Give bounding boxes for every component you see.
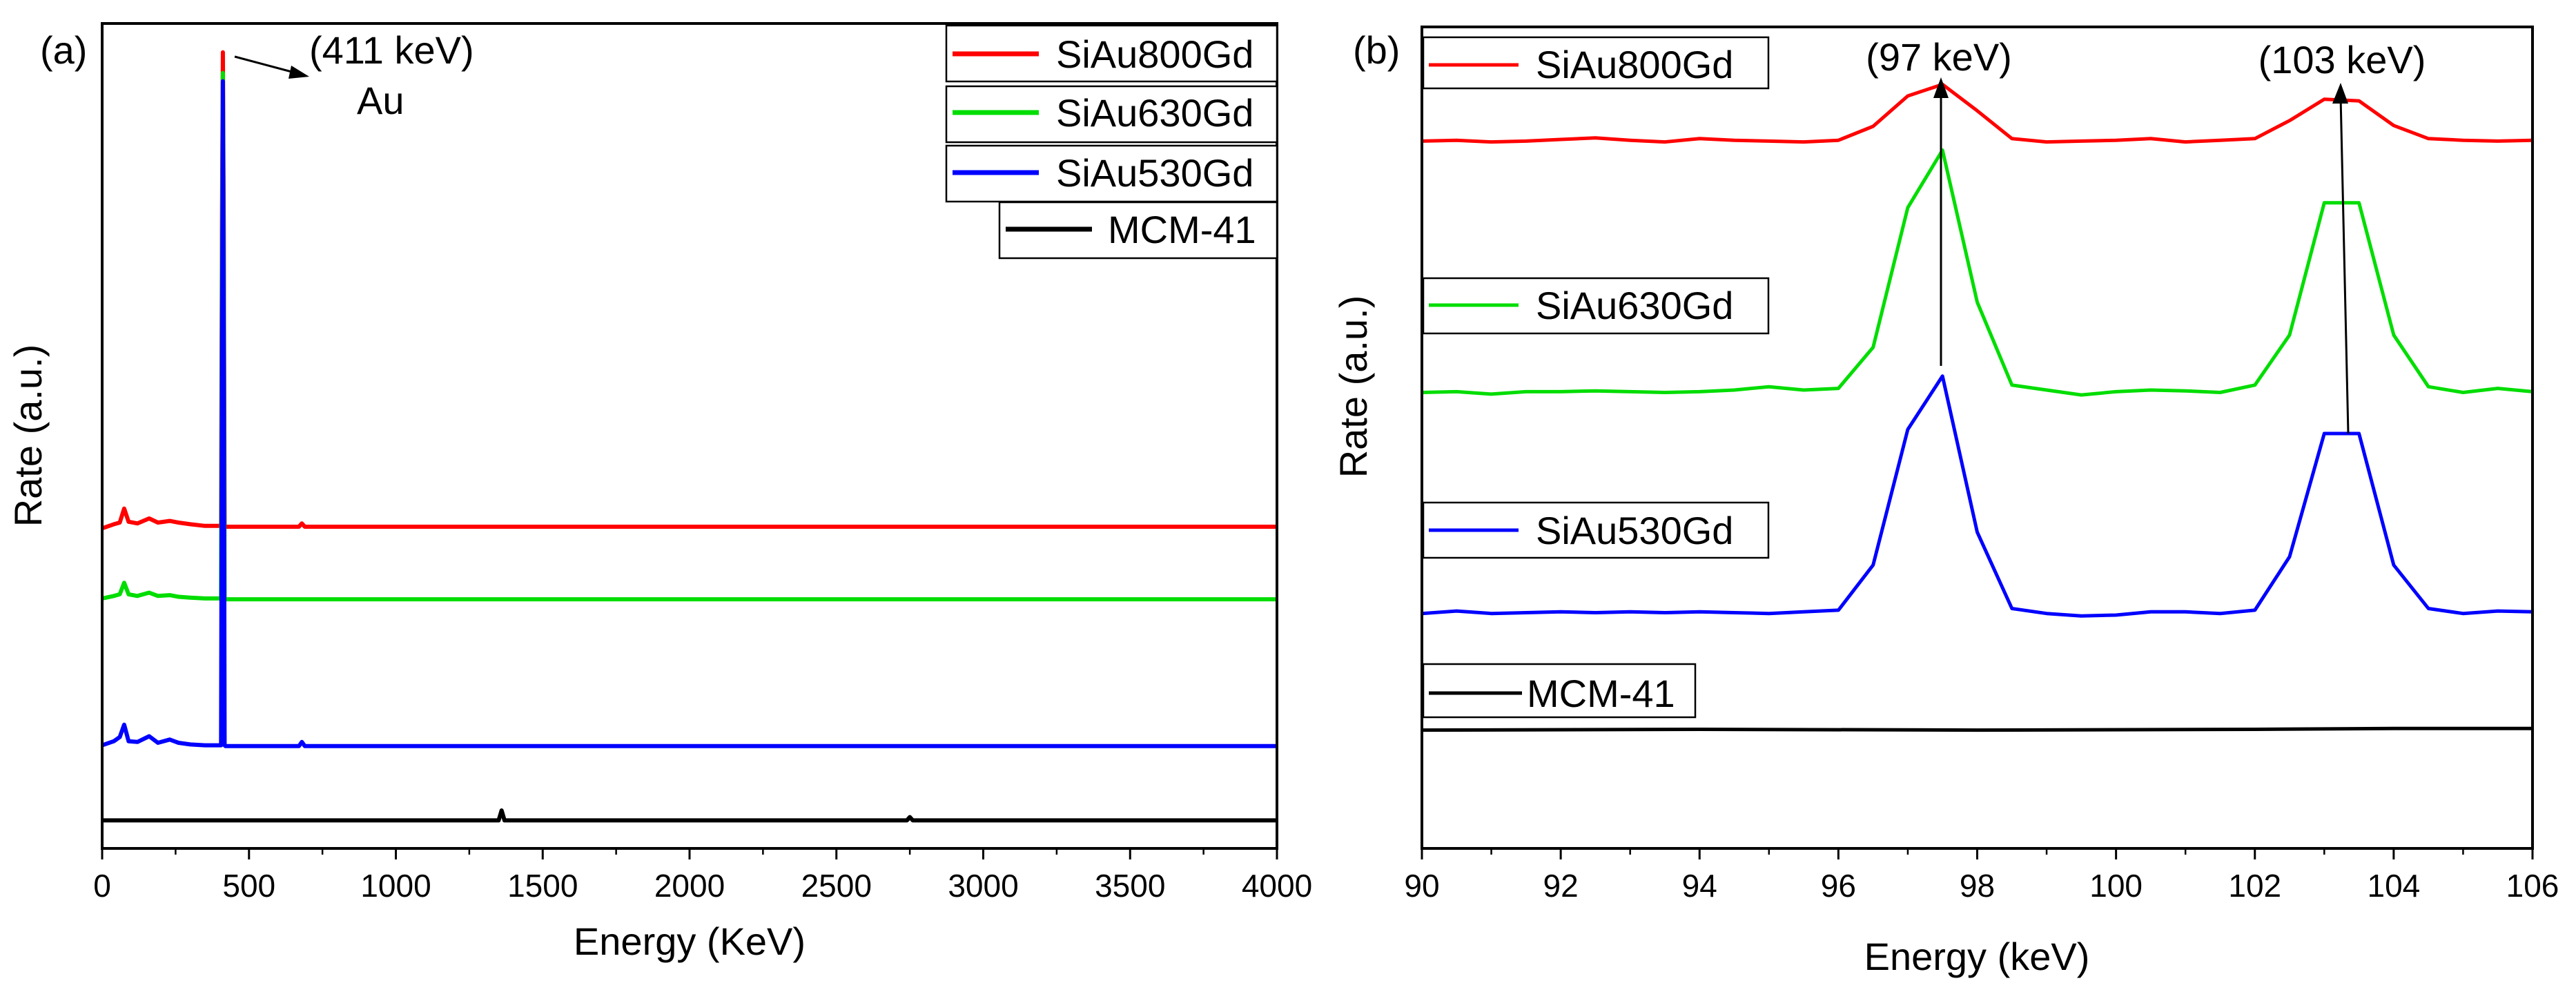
- legend-entry-label: SiAu800Gd: [1536, 43, 1733, 86]
- panel-b-series-siau800gd: [1421, 82, 2533, 144]
- panel-b-series-siau530gd: [1421, 374, 2533, 618]
- x-tick-label: 94: [1682, 868, 1717, 904]
- legend-entry-box: [1422, 36, 1770, 90]
- x-tick-label: 4000: [1242, 868, 1312, 904]
- x-tick-label: 90: [1404, 868, 1439, 904]
- panel-b-x-axis-label: Energy (keV): [1864, 935, 2090, 978]
- x-tick-label: 104: [2368, 868, 2421, 904]
- x-tick-label: 92: [1543, 868, 1579, 904]
- panel-b-plot-frame: [1421, 26, 2534, 850]
- panel-a-annotation-arrow-head: [289, 66, 309, 79]
- x-tick-label: 1500: [507, 868, 578, 904]
- x-tick-label: 3000: [948, 868, 1018, 904]
- x-tick-label: 3500: [1095, 868, 1165, 904]
- x-tick-label: 2500: [801, 868, 872, 904]
- panel-b-annotations: (97 keV) (103 keV): [1866, 35, 2426, 434]
- panel-b-label: (b): [1353, 28, 1400, 72]
- panel-a-legend: SiAu800Gd SiAu630Gd SiAu530Gd MCM-41: [945, 24, 1278, 260]
- panel-a-series-mcm-41: [102, 808, 1277, 823]
- panel-a-y-axis-label: Rate (a.u.): [6, 344, 50, 527]
- x-tick-label: 500: [222, 868, 275, 904]
- panel-b: 90 92 94 96 98 100 102 104 106 (b) Energy (keV) …: [1331, 26, 2559, 978]
- panel-b-series-layer: [1421, 82, 2533, 732]
- x-tick-label: 1000: [360, 868, 431, 904]
- x-tick-label: 106: [2506, 868, 2559, 904]
- panel-a-annotation-arrow-line: [234, 55, 297, 75]
- legend-entry-label: MCM-41: [1527, 672, 1675, 715]
- panel-a-series-siau800gd: [101, 50, 1277, 531]
- x-tick-label: 98: [1960, 868, 1995, 904]
- legend-entry-label: SiAu530Gd: [1536, 509, 1733, 552]
- x-tick-label: 102: [2228, 868, 2281, 904]
- panel-b-series-mcm-41: [1421, 726, 2533, 732]
- panel-a-series-siau530gd: [101, 79, 1277, 748]
- panel-a-series-layer: [101, 50, 1277, 823]
- legend-entry-label: SiAu630Gd: [1056, 91, 1253, 135]
- x-tick-label: 100: [2089, 868, 2143, 904]
- panel-a-x-axis-label: Energy (KeV): [574, 920, 806, 963]
- panel-a-x-ticks: 0 500 1000 1500 2000 2500 3000 3500 4000: [93, 848, 1312, 904]
- legend-entry-label: SiAu530Gd: [1056, 151, 1253, 195]
- panel-a-label: (a): [40, 28, 87, 72]
- panel-a: 0 500 1000 1500 2000 2500 3000 3500 4000 (a) Ene…: [6, 22, 1312, 963]
- legend-entry-label: SiAu800Gd: [1056, 32, 1253, 76]
- panel-b-arrow-103-line: [2339, 96, 2350, 434]
- legend-entry-label: MCM-41: [1108, 208, 1256, 251]
- panel-a-annotation-energy: (411 keV): [309, 28, 474, 72]
- panel-b-y-axis-label: Rate (a.u.): [1331, 295, 1375, 478]
- panel-b-arrow-103-head: [2332, 83, 2348, 104]
- legend-entry-box: [1422, 663, 1697, 719]
- panel-b-series-siau630gd: [1421, 148, 2533, 397]
- x-tick-label: 0: [93, 868, 111, 904]
- panel-b-annotation-103: (103 keV): [2258, 38, 2426, 81]
- legend-entry-label: SiAu630Gd: [1536, 284, 1733, 327]
- panel-b-x-ticks: 90 92 94 96 98 100 102 104 106: [1404, 848, 2559, 904]
- x-tick-label: 2000: [654, 868, 725, 904]
- x-tick-label: 96: [1821, 868, 1856, 904]
- panel-b-arrow-97-head: [1933, 77, 1949, 98]
- panel-b-annotation-97: (97 keV): [1866, 35, 2012, 79]
- panel-b-legend: SiAu800Gd SiAu630Gd SiAu530Gd MCM-41: [1422, 36, 1770, 719]
- panel-a-annotation-element: Au: [357, 79, 404, 122]
